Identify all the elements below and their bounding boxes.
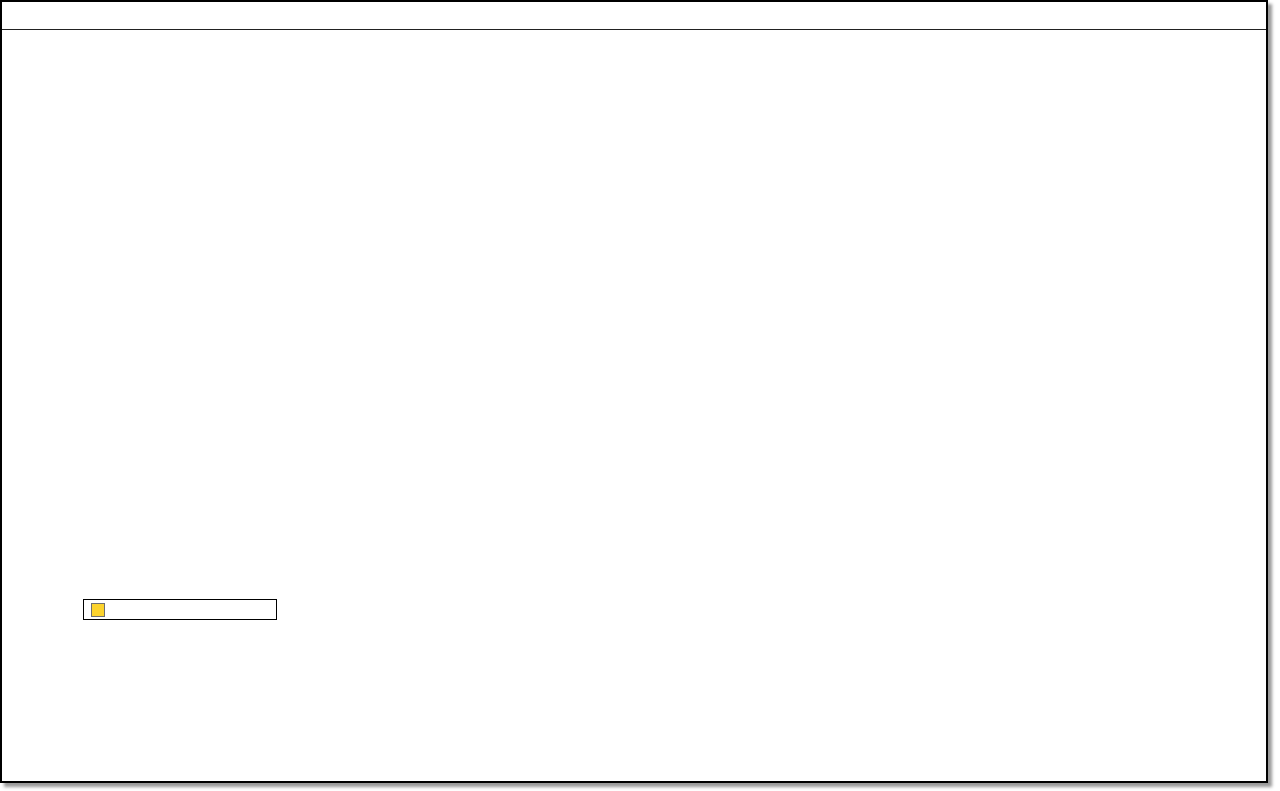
legend-box: [83, 599, 277, 620]
header-separator-line: [2, 29, 1266, 30]
legend-color-swatch: [91, 603, 105, 617]
